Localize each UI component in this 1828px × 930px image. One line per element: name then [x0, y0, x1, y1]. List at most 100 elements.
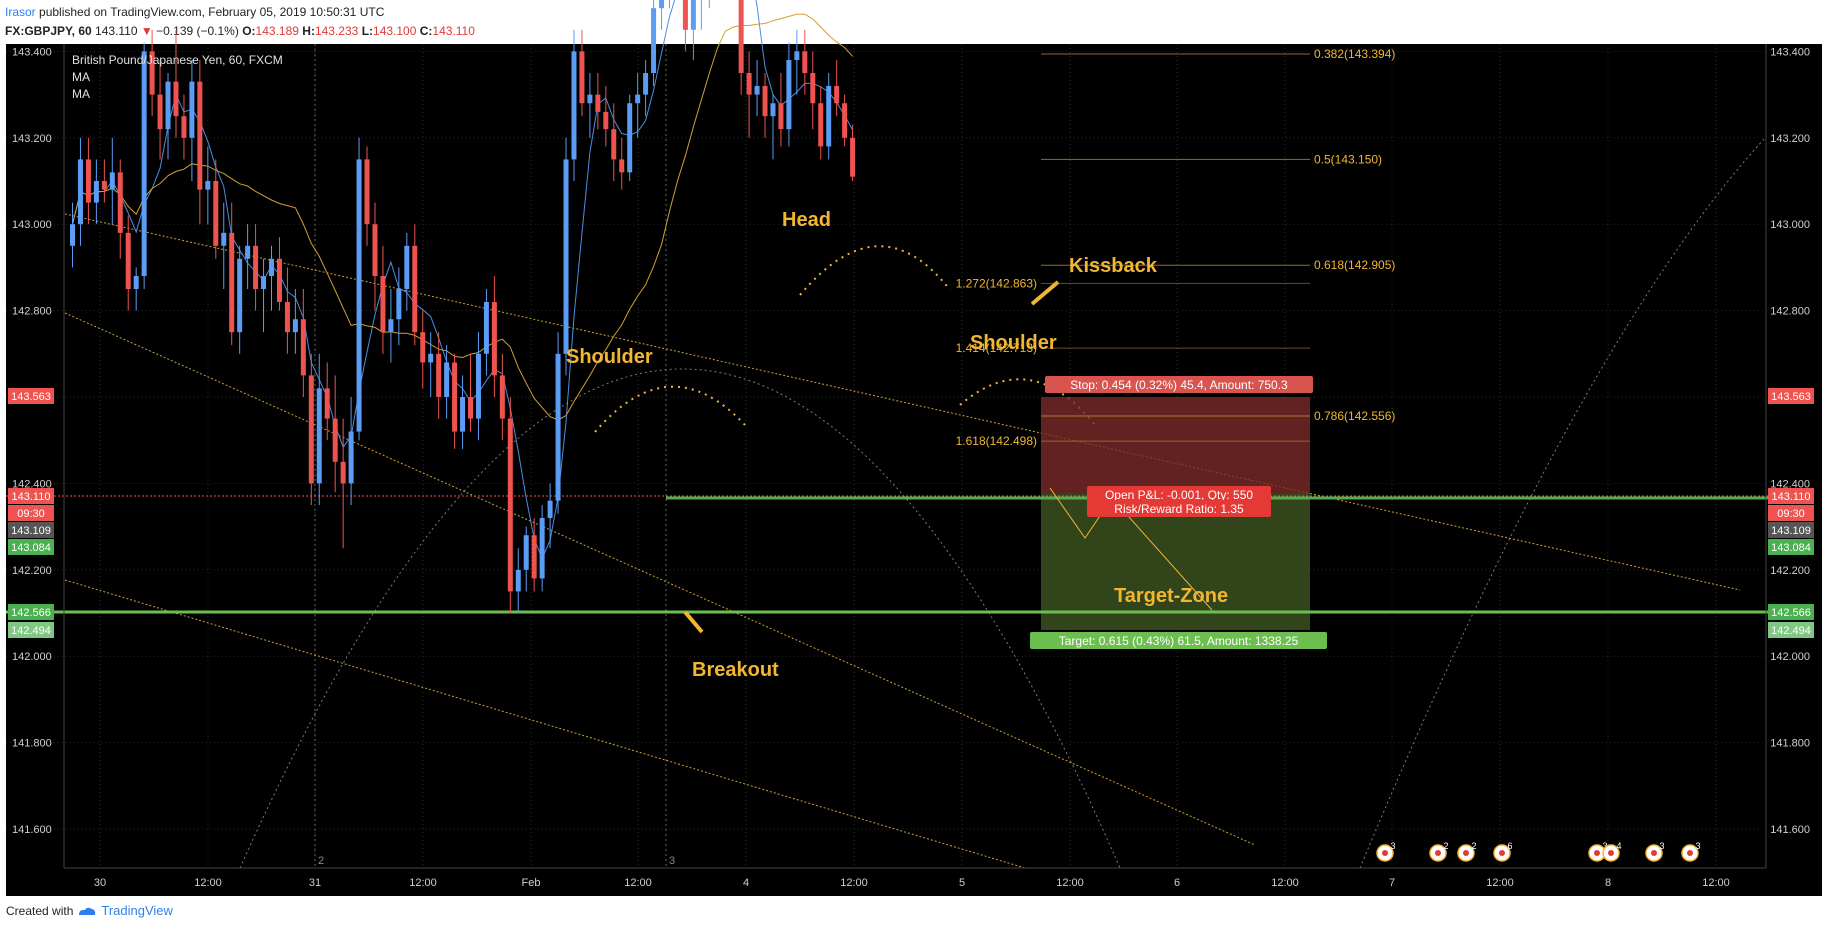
candle-body	[499, 375, 505, 419]
price-axes: 141.600 141.600 141.800 141.800 142.000 142.0…	[8, 44, 1814, 889]
candle-body	[372, 224, 378, 277]
candle-body	[627, 103, 633, 173]
price-badge-left-box	[8, 388, 54, 404]
high-value: 143.233	[314, 24, 359, 38]
event-dot-icon	[1687, 850, 1693, 856]
candle-body	[412, 245, 418, 333]
y-tick-right: 142.400	[1770, 478, 1810, 490]
price-badge-left: 09:30	[17, 508, 45, 520]
event-count: 6	[1507, 841, 1512, 851]
candle-body	[117, 172, 123, 233]
candle-body	[205, 181, 211, 190]
kissback-label: Kissback	[1069, 255, 1158, 277]
candle-body	[475, 353, 481, 419]
tradingview-cloud-icon	[79, 907, 96, 915]
candle-body	[85, 159, 91, 203]
x-tick-label: 30	[94, 877, 106, 889]
created-with-text: Created with	[6, 903, 74, 918]
fibonacci-levels: 0.382(143.394) 0.5(143.150) 0.618(142.905)…	[956, 47, 1396, 448]
candle-body	[125, 232, 131, 289]
y-tick-left: 142.000	[12, 651, 52, 663]
y-tick-left: 143.200	[12, 133, 52, 145]
last-price: 143.110	[95, 24, 138, 38]
candle-body	[786, 60, 792, 130]
fib-level-label: 0.382(143.394)	[1314, 47, 1395, 61]
left-shoulder-label: Shoulder	[566, 346, 653, 368]
candle-body	[213, 181, 219, 246]
breakout-label: Breakout	[692, 659, 779, 681]
fib-level-label: 0.5(143.150)	[1314, 152, 1382, 166]
author-link[interactable]: Irasor	[5, 5, 36, 19]
price-badge-right: 09:30	[1777, 508, 1805, 520]
y-tick-left: 141.600	[12, 824, 52, 836]
candle-body	[571, 51, 577, 160]
candle-body	[404, 245, 410, 289]
price-badge-left: 143.084	[11, 542, 51, 554]
candle-body	[547, 500, 553, 518]
chart-header: Irasor published on TradingView.com, Feb…	[5, 3, 1805, 41]
candle-body	[579, 51, 585, 104]
head-arc	[799, 245, 951, 296]
pane-marker: 3	[669, 855, 675, 867]
y-tick-left: 141.800	[12, 738, 52, 750]
candle-body	[173, 81, 179, 117]
candle-body	[619, 159, 625, 173]
event-count: 4	[1616, 841, 1621, 851]
y-tick-right: 143.400	[1770, 46, 1810, 58]
price-badge-left-box	[8, 522, 54, 538]
event-count: 2	[1443, 841, 1448, 851]
price-badge-right: 143.563	[1771, 391, 1811, 403]
candle-body	[603, 111, 609, 130]
candle-body	[324, 388, 330, 419]
price-badge-right-box	[1768, 505, 1814, 521]
candle-body	[396, 289, 402, 320]
candle-body	[523, 535, 529, 570]
candle-body	[245, 245, 251, 259]
candle-body	[762, 85, 768, 117]
event-dot-icon	[1499, 850, 1505, 856]
open-label: O:	[242, 24, 256, 38]
close-label: C:	[419, 24, 433, 38]
x-tick-label: 12:00	[1271, 877, 1299, 889]
fib-level-label: 0.618(142.905)	[1314, 258, 1395, 272]
breakout-arrow-icon	[683, 610, 704, 634]
price-badge-right-box	[1768, 522, 1814, 538]
candle-body	[253, 245, 259, 289]
x-tick-label: 12:00	[1486, 877, 1514, 889]
risk-reward-label: Risk/Reward Ratio: 1.35	[1114, 502, 1244, 516]
candle-body	[794, 51, 800, 61]
x-tick-label: 4	[743, 877, 749, 889]
y-tick-left: 143.400	[12, 46, 52, 58]
right-shoulder-label: Shoulder	[970, 332, 1057, 354]
candle-body	[531, 535, 537, 579]
candle-body	[261, 276, 267, 289]
stop-label: Stop: 0.454 (0.32%) 45.4, Amount: 750.3	[1070, 378, 1288, 392]
candle-body	[563, 159, 569, 354]
price-badge-right-box	[1768, 622, 1814, 638]
x-tick-label: 12:00	[624, 877, 652, 889]
price-badge-right-box	[1768, 604, 1814, 620]
event-count: 3	[1602, 841, 1607, 851]
tradingview-link[interactable]: TradingView	[101, 903, 173, 918]
candle-body	[539, 517, 545, 579]
candle-body	[101, 181, 107, 190]
y-tick-right: 141.800	[1770, 738, 1810, 750]
x-tick-label: 12:00	[1702, 877, 1730, 889]
candle-body	[165, 81, 171, 130]
y-tick-left: 142.400	[12, 478, 52, 490]
event-count: 2	[1471, 841, 1476, 851]
candle-body	[284, 301, 290, 333]
price-badge-right: 143.110	[1772, 491, 1811, 503]
event-dot-icon	[1608, 850, 1614, 856]
x-tick-label: 6	[1174, 877, 1180, 889]
candle-body	[754, 85, 760, 95]
x-tick-label: 12:00	[194, 877, 222, 889]
projection-path	[1049, 487, 1213, 611]
candles-layer	[70, 0, 856, 613]
x-tick-label: 12:00	[1056, 877, 1084, 889]
x-tick-label: 8	[1605, 877, 1611, 889]
candle-body	[77, 159, 83, 225]
candle-body	[316, 388, 322, 484]
y-tick-right: 141.600	[1770, 824, 1810, 836]
